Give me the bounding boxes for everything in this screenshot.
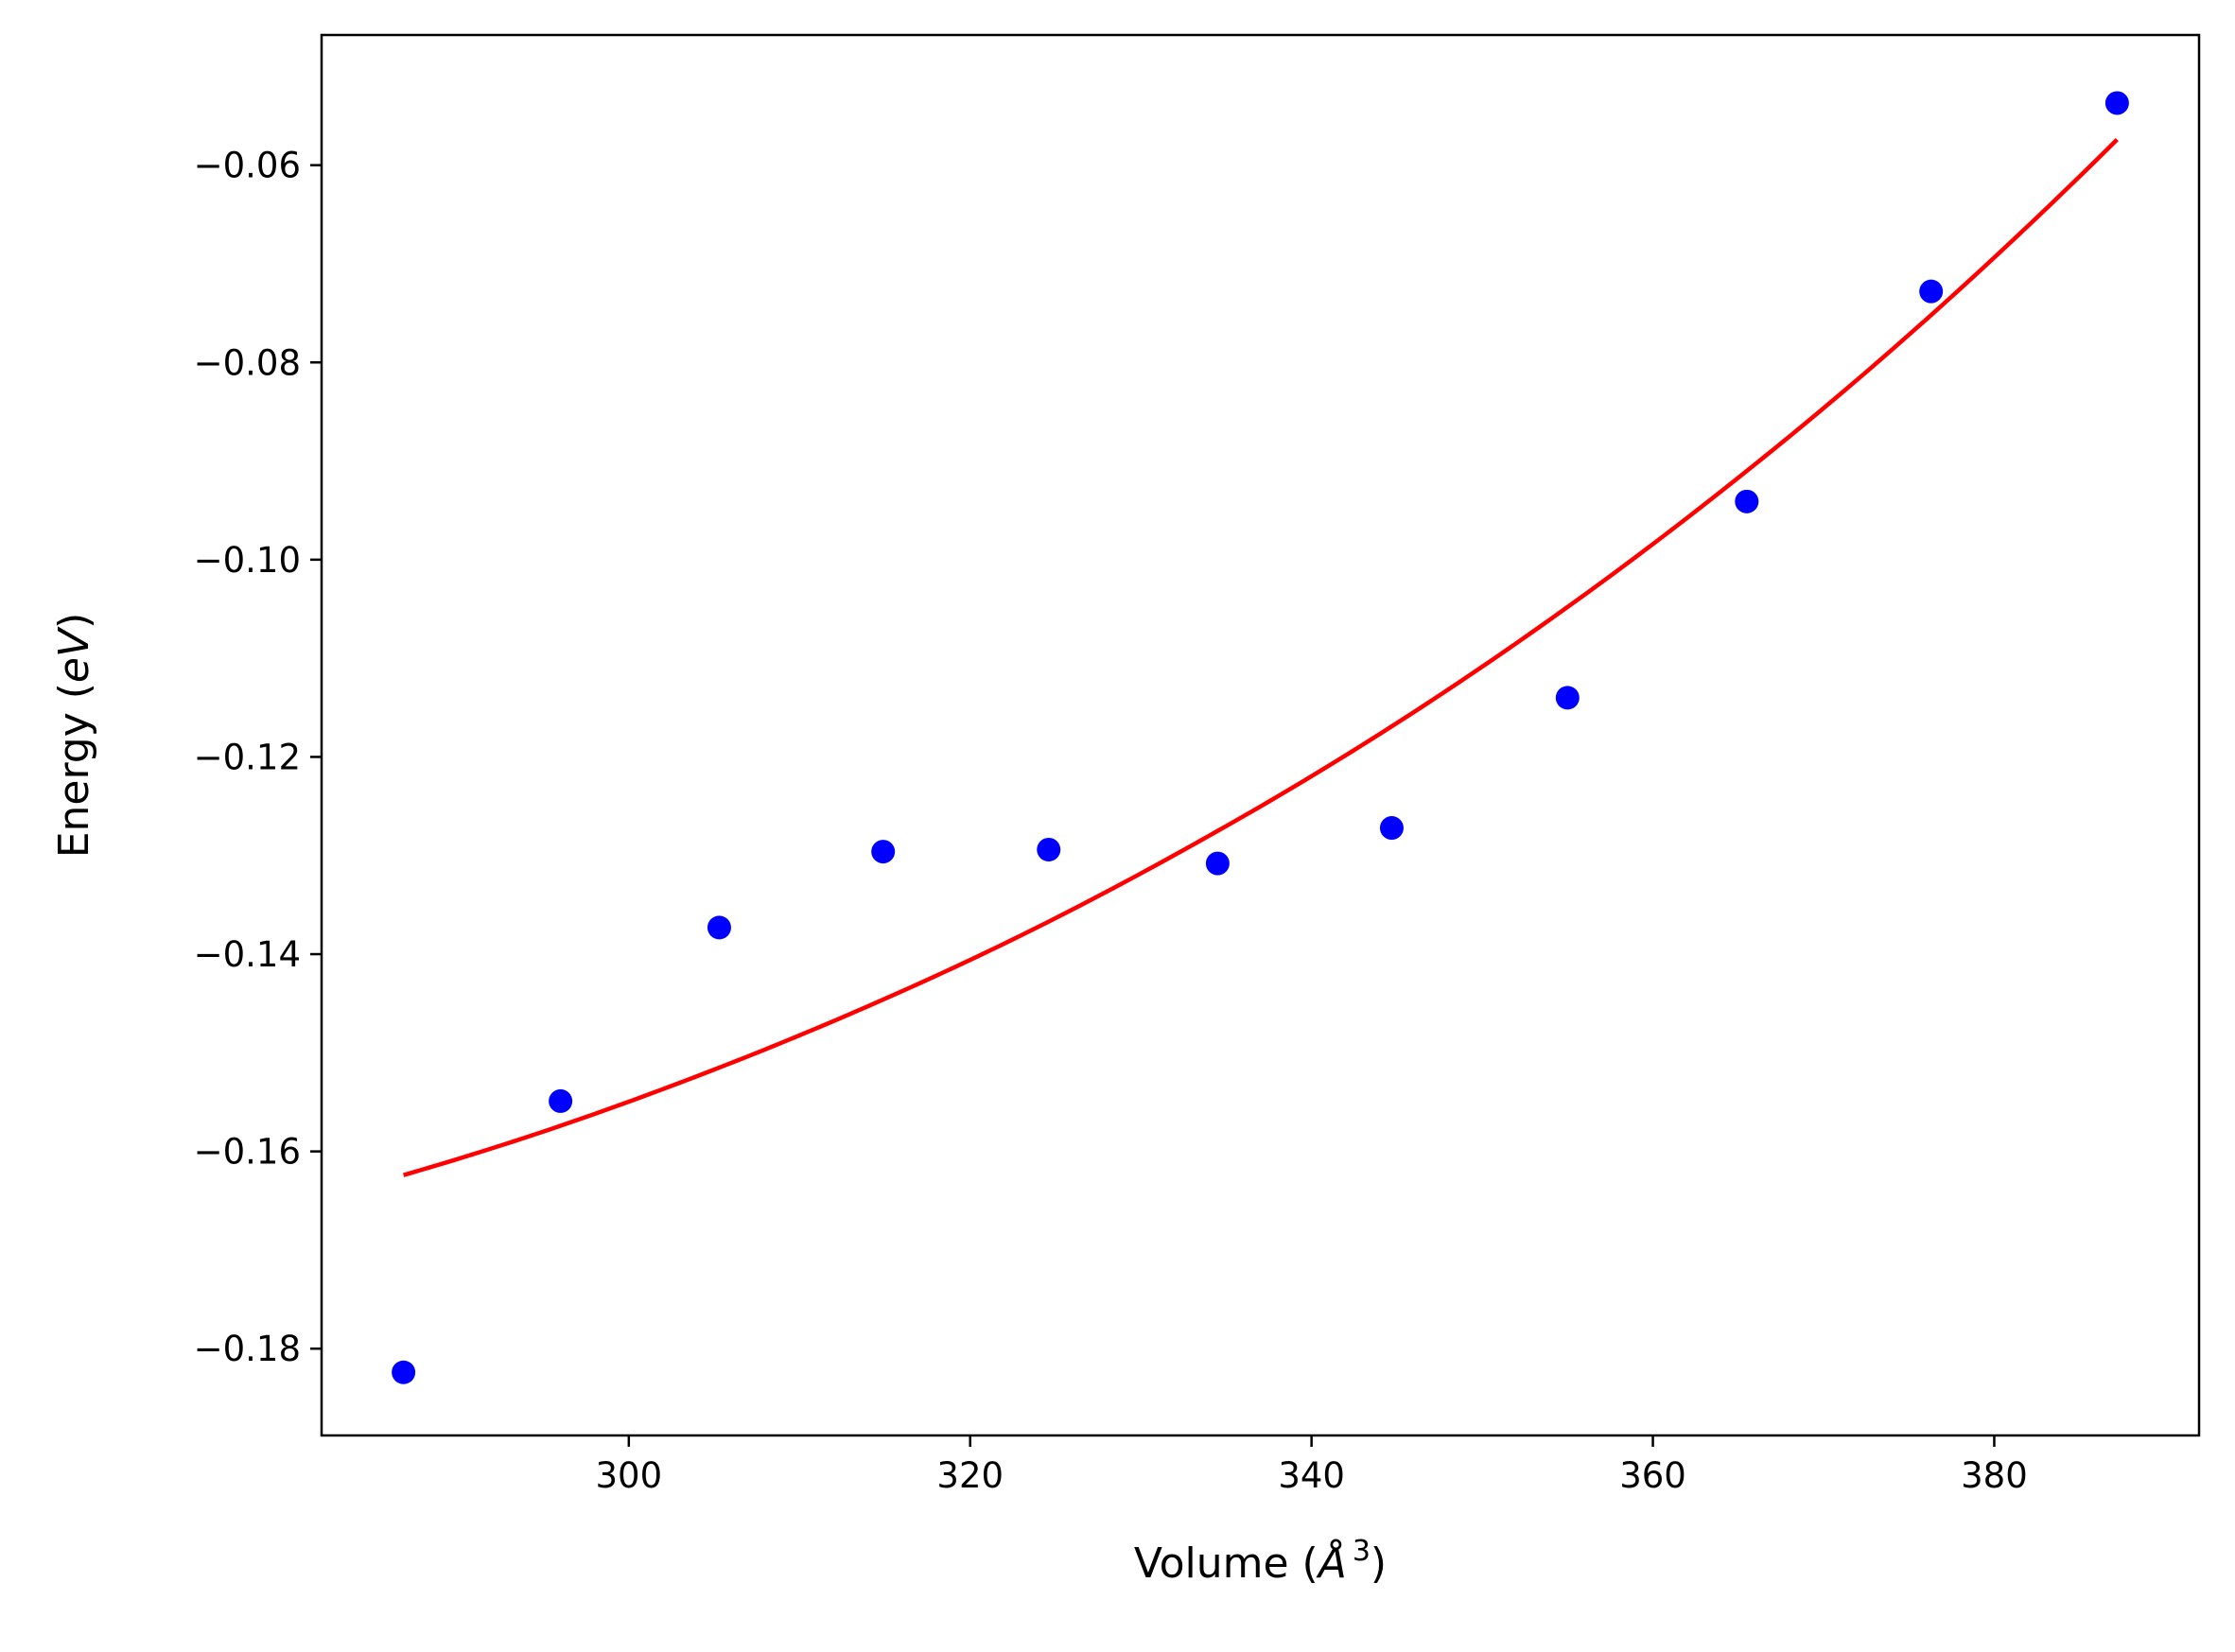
data-point <box>1555 686 1580 710</box>
x-axis-label-unit: Å <box>1316 1538 1347 1588</box>
x-tick-label: 360 <box>1619 1455 1686 1496</box>
plot-area <box>392 91 2129 1384</box>
y-axis-label: Energy (eV) <box>50 613 98 859</box>
y-tick-label: −0.14 <box>194 934 301 975</box>
y-axis-ticks: −0.06 −0.08 −0.10 −0.12 −0.14 −0.16 −0.18 <box>194 146 322 1369</box>
y-tick-label: −0.16 <box>194 1132 301 1173</box>
y-axis-label-text: Energy ( <box>50 683 98 858</box>
data-point <box>871 840 896 864</box>
y-tick-label: −0.06 <box>194 146 301 186</box>
data-point <box>2104 91 2129 115</box>
x-tick-label: 300 <box>596 1455 663 1496</box>
y-axis-label-close: ) <box>50 613 98 629</box>
data-point <box>1379 816 1404 841</box>
x-tick-label: 380 <box>1961 1455 2028 1496</box>
data-point <box>1919 279 1944 304</box>
data-point <box>1037 837 1061 861</box>
x-axis-label: Volume (Å 3) <box>1134 1535 1387 1588</box>
x-axis-ticks: 300 320 340 360 380 <box>596 1435 2028 1496</box>
x-tick-label: 340 <box>1278 1455 1345 1496</box>
data-point <box>1735 489 1759 513</box>
x-tick-label: 320 <box>936 1455 1004 1496</box>
x-axis-label-exponent: 3 <box>1353 1535 1371 1568</box>
x-axis-label-text: Volume ( <box>1134 1539 1318 1588</box>
data-point <box>1205 851 1230 876</box>
y-axis-label-unit: eV <box>50 626 98 683</box>
y-tick-label: −0.10 <box>194 540 301 581</box>
fit-curve-line <box>402 137 2119 1177</box>
y-tick-label: −0.18 <box>194 1329 301 1369</box>
data-point <box>549 1088 573 1113</box>
x-axis-label-close: ) <box>1371 1539 1387 1588</box>
data-point <box>392 1360 416 1384</box>
data-points <box>392 91 2129 1384</box>
y-tick-label: −0.08 <box>194 342 301 383</box>
data-point <box>707 915 731 940</box>
axes-frame <box>320 33 2201 1437</box>
y-tick-label: −0.12 <box>194 737 301 777</box>
